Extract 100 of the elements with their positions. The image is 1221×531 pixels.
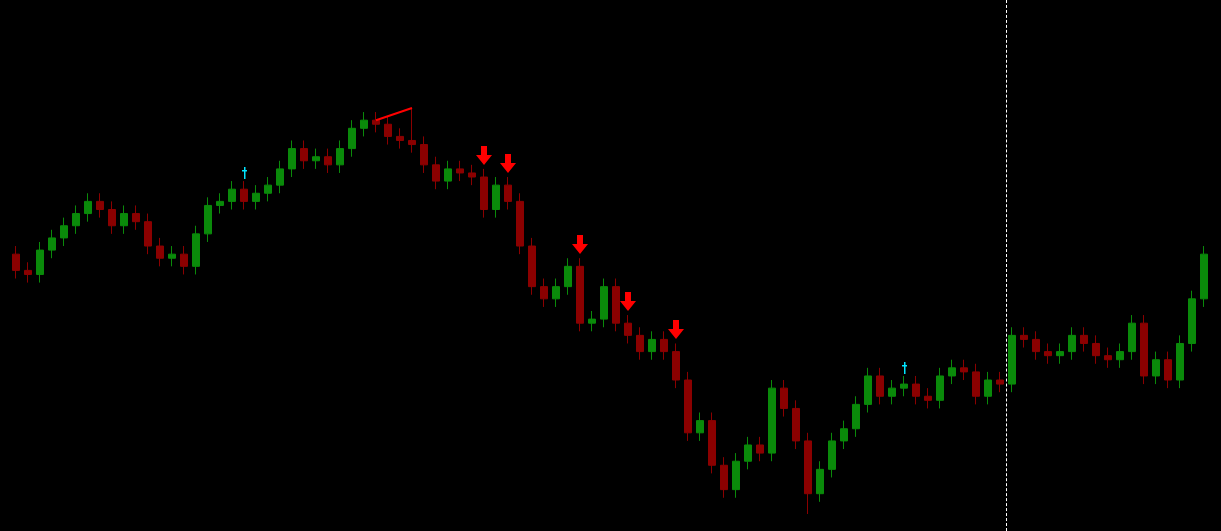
candlestick	[564, 257, 572, 296]
candlestick	[156, 237, 164, 267]
candlestick	[684, 371, 692, 442]
candlestick	[1104, 347, 1112, 369]
candlestick	[936, 367, 944, 409]
candlestick	[780, 379, 788, 418]
candlestick	[84, 192, 92, 223]
candlestick	[1032, 330, 1040, 361]
candlestick	[216, 192, 224, 215]
candlestick	[12, 245, 20, 280]
candlestick	[948, 359, 956, 385]
candlestick	[744, 436, 752, 470]
candlestick	[924, 387, 932, 409]
candlestick	[528, 237, 536, 296]
candlestick	[1068, 326, 1076, 361]
candlestick	[1092, 334, 1100, 365]
candlestick	[120, 204, 128, 235]
candlestick	[888, 379, 896, 405]
candlestick	[204, 196, 212, 243]
candlestick	[1164, 351, 1172, 389]
candlestick	[876, 367, 884, 405]
candlestick	[708, 412, 716, 474]
candlestick	[24, 261, 32, 284]
candlestick	[612, 278, 620, 332]
candlestick	[348, 119, 356, 158]
candlestick	[1116, 342, 1124, 369]
candlestick	[672, 342, 680, 389]
candlestick	[1020, 326, 1028, 349]
candlestick	[540, 278, 548, 308]
candlestick	[144, 213, 152, 255]
candlestick	[840, 420, 848, 450]
candlestick	[900, 375, 908, 397]
candlestick	[804, 432, 812, 515]
candlestick	[468, 164, 476, 186]
candlestick	[984, 371, 992, 405]
candlestick	[36, 241, 44, 284]
candlestick	[324, 148, 332, 174]
candlestick	[396, 127, 404, 150]
candlestick	[300, 139, 308, 170]
candlestick	[1044, 342, 1052, 365]
candlestick	[696, 412, 704, 442]
candlestick	[228, 180, 236, 210]
candlestick	[252, 184, 260, 210]
candlestick	[456, 160, 464, 182]
candlestick	[168, 245, 176, 267]
candlestick	[516, 192, 524, 255]
candlestick	[240, 180, 248, 210]
candlestick	[648, 330, 656, 361]
candlestick	[60, 217, 68, 247]
candlestick	[192, 225, 200, 275]
candlestick	[996, 371, 1004, 393]
candlestick	[1128, 314, 1136, 361]
candlestick	[852, 395, 860, 438]
candlestick	[1188, 290, 1196, 353]
candlestick	[828, 432, 836, 478]
candlestick	[408, 107, 416, 154]
candlestick	[336, 139, 344, 174]
candlestick	[756, 436, 764, 462]
candlestick	[768, 379, 776, 462]
candlestick	[864, 367, 872, 413]
candlestick	[552, 278, 560, 308]
candlestick	[1008, 326, 1016, 393]
candlestick	[432, 156, 440, 190]
candlestick	[504, 176, 512, 210]
candlestick	[1176, 334, 1184, 389]
candlestick	[660, 330, 668, 361]
candlestick	[912, 375, 920, 405]
candlestick	[420, 135, 428, 174]
candlestick	[732, 452, 740, 499]
candlestick	[1200, 245, 1208, 308]
candlestick	[1080, 326, 1088, 353]
candlestick	[264, 176, 272, 202]
candlestick	[360, 111, 368, 137]
candlestick	[48, 229, 56, 259]
candlestick	[960, 359, 968, 381]
candlestick	[624, 314, 632, 344]
candlestick	[372, 111, 380, 133]
candlestick	[288, 139, 296, 178]
candlestick	[480, 168, 488, 219]
candlestick	[588, 310, 596, 332]
candlestick	[636, 326, 644, 361]
candlestick	[72, 204, 80, 235]
candlestick	[792, 399, 800, 450]
candlestick	[492, 176, 500, 219]
candlestick	[180, 245, 188, 275]
candlestick	[312, 148, 320, 170]
candlestick	[108, 200, 116, 235]
candlestick	[1140, 314, 1148, 385]
candlestick	[444, 160, 452, 190]
candlestick	[1056, 342, 1064, 365]
candlestick	[1152, 351, 1160, 385]
candlestick	[972, 363, 980, 405]
candlestick	[720, 456, 728, 499]
candlestick	[132, 204, 140, 231]
candlestick	[276, 160, 284, 194]
candlestick	[600, 278, 608, 328]
candlestick	[576, 257, 584, 332]
candlestick	[816, 460, 824, 503]
candlestick	[384, 115, 392, 146]
candlestick	[96, 192, 104, 219]
